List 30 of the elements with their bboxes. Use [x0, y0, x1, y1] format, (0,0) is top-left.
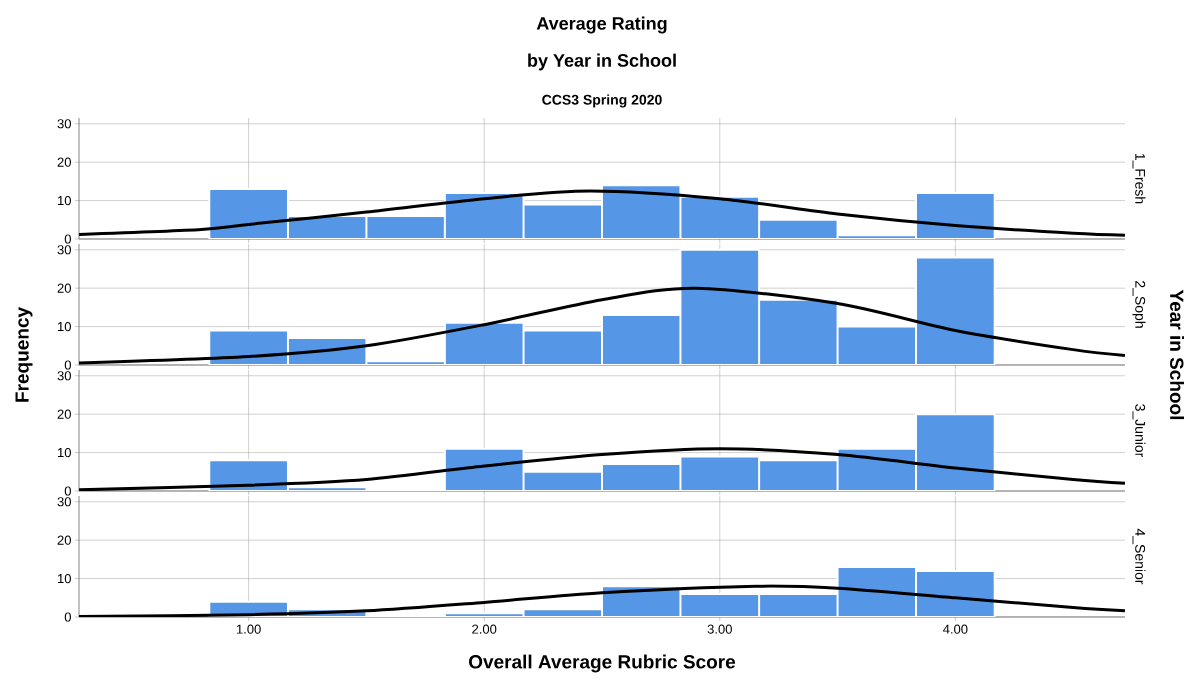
y-tick-label: 30	[57, 371, 71, 381]
y-tick-label: 30	[57, 497, 71, 507]
y-tick-label: 20	[57, 535, 71, 545]
chart-subtitle: by Year in School	[528, 53, 676, 71]
y-tick-label: 10	[58, 447, 71, 458]
y-tick-label: 0	[64, 234, 71, 244]
y-tick-label: 10	[58, 573, 71, 584]
y-tick-label: 0	[64, 360, 71, 370]
x-tick-label: 2.00	[472, 624, 497, 634]
text: CCS3 Spring 2020	[542, 94, 662, 108]
x-tick-label: 3.00	[707, 624, 732, 634]
text: Year in School	[1170, 289, 1184, 420]
y-tick-label: 30	[57, 119, 71, 129]
y-tick-label: 30	[57, 245, 71, 255]
y-tick-label: 20	[57, 283, 71, 293]
y-tick-label: 0	[64, 612, 71, 622]
y-tick-label: 10	[58, 321, 71, 332]
y-tick-label: 20	[57, 409, 71, 419]
x-tick-label: 4.00	[943, 624, 968, 634]
y2-axis-title: 3_Junior	[1132, 404, 1146, 458]
y-axis-title: Frequency	[15, 307, 33, 402]
x-tick-label: 1.00	[236, 624, 261, 634]
chart-title: Average Rating	[536, 16, 667, 34]
y-tick-label: 20	[57, 157, 71, 167]
y2-axis-title: 2_Soph	[1132, 281, 1146, 328]
x-axis-title: Overall Average Rubric Score	[469, 654, 736, 673]
y-tick-label: 0	[64, 486, 71, 496]
y-tick-label: 10	[58, 195, 71, 206]
y2-axis-title: 4_Senior	[1132, 528, 1146, 585]
y2-axis-title: 1_Fresh	[1132, 153, 1146, 204]
